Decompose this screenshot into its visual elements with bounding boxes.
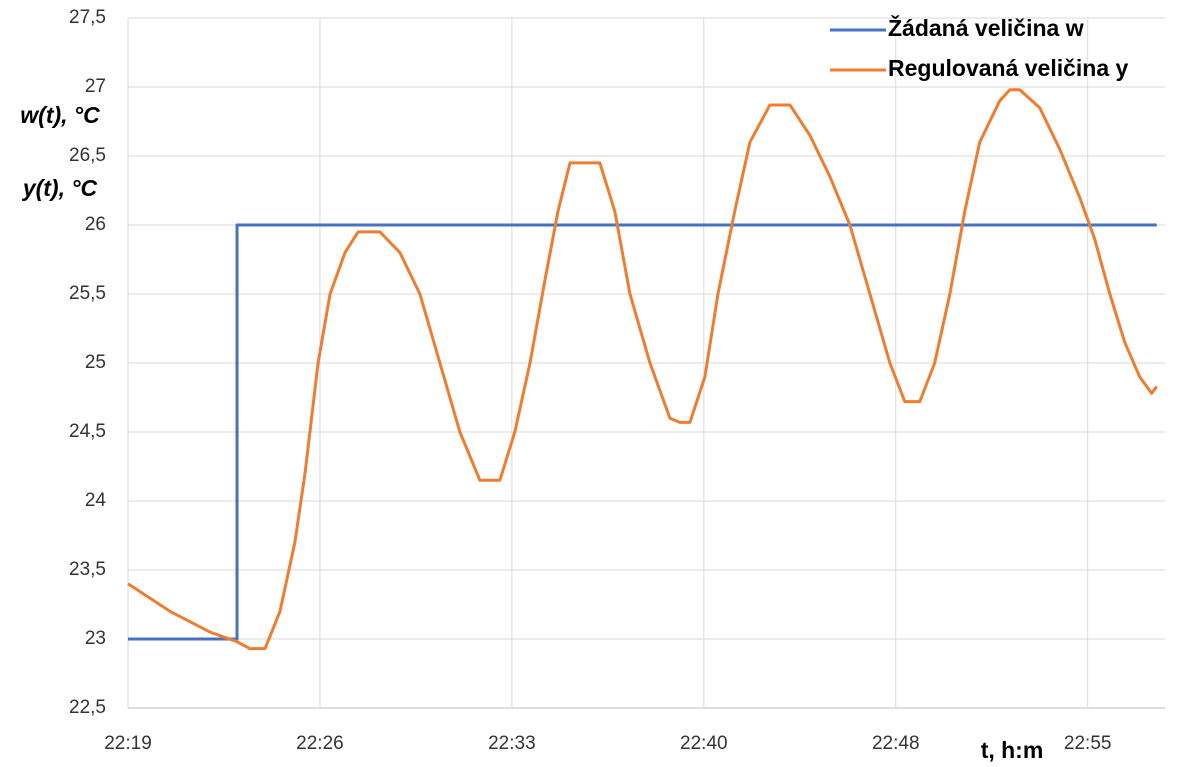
x-axis-label: t, h:m [981,737,1044,763]
y-tick-label: 23,5 [69,559,106,580]
y-tick-label: 27,5 [69,7,106,28]
x-tick-label: 22:19 [104,733,152,754]
y-axis-label: w(t), °C [20,102,100,128]
y-tick-label: 26,5 [69,145,106,166]
y-tick-label: 25 [85,352,106,373]
x-tick-label: 22:33 [488,733,536,754]
x-tick-label: 22:55 [1064,733,1112,754]
legend-label: Regulovaná veličina y [888,55,1129,81]
data-line [127,88,1158,651]
x-tick-label: 22:26 [296,733,344,754]
y-tick-label: 26 [85,214,106,235]
x-tick-label: 22:40 [680,733,728,754]
y-tick-label: 24 [85,490,107,511]
y-axis-label: y(t), °C [22,175,98,201]
y-tick-label: 22,5 [69,697,106,718]
y-tick-label: 23 [85,628,106,649]
data-line [128,223,1157,641]
y-tick-label: 27 [85,76,106,97]
y-tick-label: 25,5 [69,283,106,304]
x-tick-label: 22:48 [872,733,920,754]
y-tick-label: 24,5 [69,421,106,442]
legend-label: Žádaná veličina w [888,14,1084,41]
